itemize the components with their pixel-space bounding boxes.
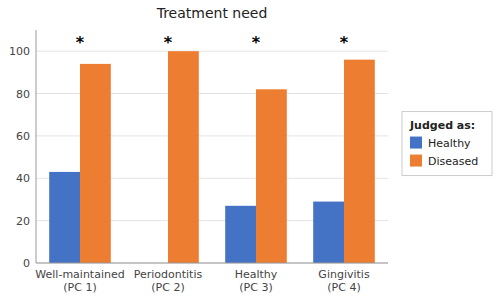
- grid-line: [36, 263, 388, 264]
- legend-title: Judged as:: [409, 119, 475, 132]
- y-axis-line: [36, 30, 37, 263]
- y-axis: 0 20 40 60 80 100: [9, 45, 388, 270]
- x-axis: Well-maintained(PC 1) Periodontitis(PC 2)…: [35, 268, 370, 294]
- chart-container: Treatment need 0 20 40 60 80 100 Well-maintaine…: [0, 0, 500, 301]
- x-tick-label-line: (PC 3): [239, 281, 272, 294]
- x-tick-label: Healthy(PC 3): [235, 268, 278, 294]
- y-tick-label: 40: [16, 172, 30, 185]
- bar: [168, 51, 199, 263]
- chart-title: Treatment need: [156, 5, 268, 21]
- legend: Judged as: Healthy Diseased: [402, 112, 492, 176]
- annotation: *: [164, 33, 173, 52]
- bar: [256, 89, 287, 263]
- annotation: *: [340, 33, 349, 52]
- legend-swatch: [410, 137, 422, 149]
- annotation: *: [76, 33, 85, 52]
- x-tick-label: Well-maintained(PC 1): [35, 268, 124, 294]
- bars: [49, 51, 375, 263]
- legend-entry: Healthy: [428, 137, 471, 150]
- x-tick-label-line: (PC 2): [151, 281, 184, 294]
- x-tick-label: Periodontitis(PC 2): [134, 268, 203, 294]
- x-tick-label-line: Healthy: [235, 268, 278, 281]
- legend-entry: Diseased: [428, 155, 478, 168]
- x-tick-label: Gingivitis(PC 4): [318, 268, 370, 294]
- legend-frame: [402, 112, 492, 176]
- chart-svg: Treatment need 0 20 40 60 80 100 Well-maintaine…: [0, 0, 500, 301]
- x-tick-label-line: (PC 4): [327, 281, 360, 294]
- x-tick-label-line: Gingivitis: [318, 268, 370, 281]
- y-tick-label: 100: [9, 45, 30, 58]
- legend-swatch: [410, 155, 422, 167]
- x-tick-label-line: (PC 1): [63, 281, 96, 294]
- x-tick-label-line: Periodontitis: [134, 268, 203, 281]
- x-axis-line: [36, 263, 388, 264]
- bar: [49, 172, 80, 263]
- bar: [80, 64, 111, 263]
- y-tick-label: 0: [23, 257, 30, 270]
- y-tick-label: 20: [16, 215, 30, 228]
- bar: [344, 60, 375, 263]
- annotation: *: [252, 33, 261, 52]
- grid-line: [36, 51, 388, 52]
- bar: [225, 206, 256, 263]
- x-tick-label-line: Well-maintained: [35, 268, 124, 281]
- bar: [313, 202, 344, 263]
- y-tick-label: 60: [16, 130, 30, 143]
- y-tick-label: 80: [16, 88, 30, 101]
